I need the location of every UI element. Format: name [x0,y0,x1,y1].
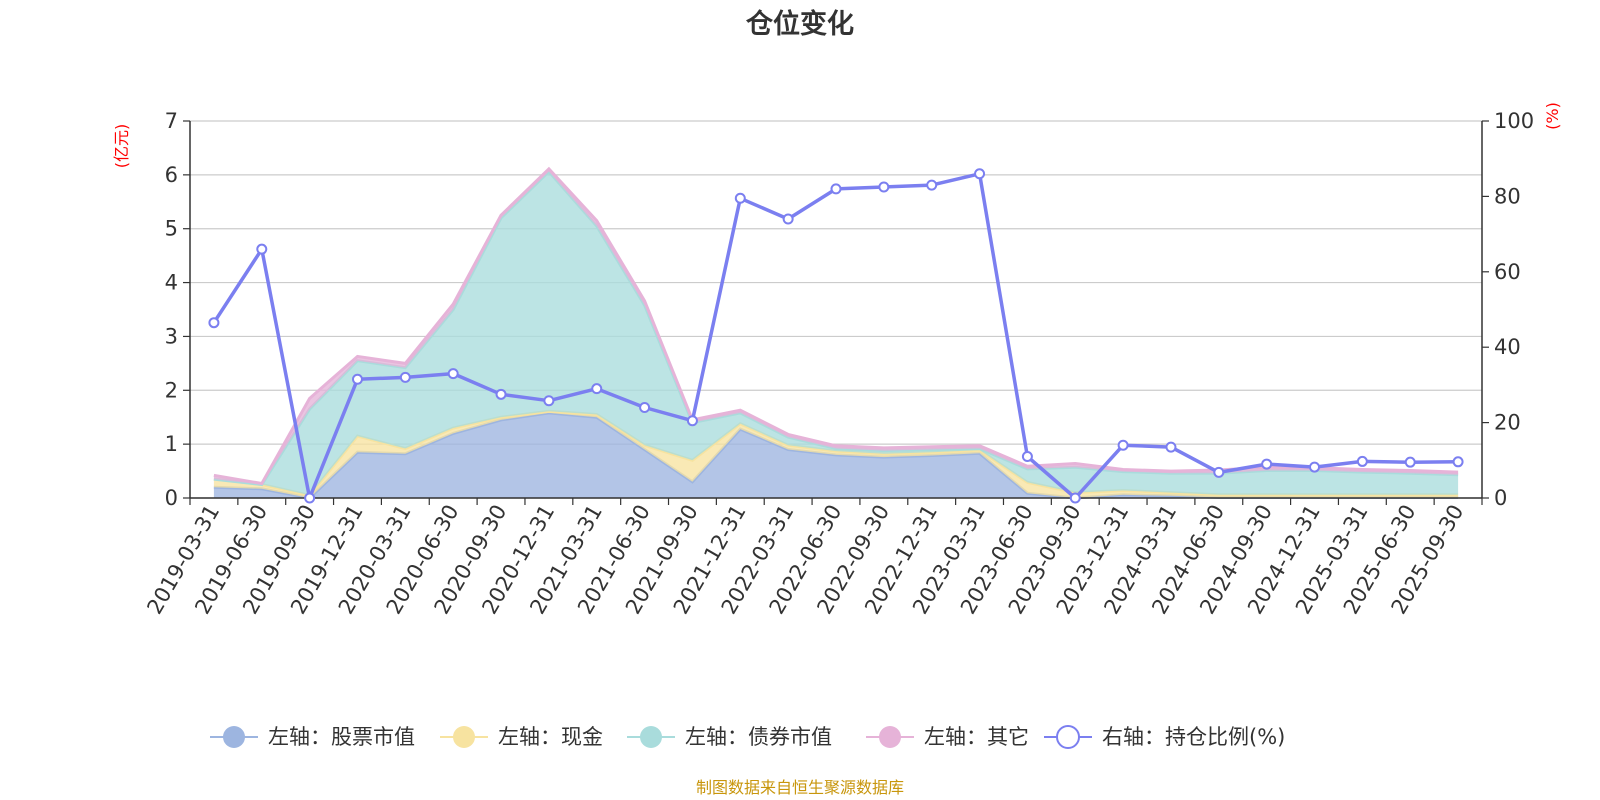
legend-label: 左轴：现金 [498,725,603,749]
ratio-point [1309,461,1321,473]
left-tick-label: 6 [165,163,178,187]
right-tick-label: 40 [1494,335,1521,359]
ratio-point [686,415,698,427]
ratio-point [591,383,603,395]
ratio-point [639,402,651,414]
left-tick-label: 0 [165,486,178,510]
ratio-point [782,213,794,225]
ratio-point [1165,441,1177,453]
left-tick-label: 4 [165,271,178,295]
ratio-point [304,492,316,504]
legend-swatch-dot [223,726,245,748]
ratio-point [878,181,890,193]
ratio-point [399,371,411,383]
ratio-point [1213,466,1225,478]
right-tick-label: 20 [1494,411,1521,435]
left-axis-unit: (亿元) [112,124,131,169]
ratio-point [256,243,268,255]
legend-label: 左轴：债券市值 [685,725,832,749]
right-tick-label: 100 [1494,109,1534,133]
ratio-point [351,373,363,385]
ratio-line [208,168,1464,504]
legend-item: 左轴：现金 [440,725,603,749]
legend-item: 左轴：股票市值 [210,725,415,749]
left-tick-label: 3 [165,324,178,348]
ratio-point [1452,456,1464,468]
ratio-point [1021,451,1033,463]
left-tick-label: 1 [165,432,178,456]
chart-title: 仓位变化 [745,8,854,40]
left-tick-label: 5 [165,217,178,241]
area-左轴：现金 [213,411,1459,498]
area-左轴：债券市值 [213,171,1459,496]
left-tick-label: 7 [165,109,178,133]
ratio-point [1261,458,1273,470]
right-tick-label: 0 [1494,486,1507,510]
ratio-point [926,179,938,191]
legend-label: 左轴：股票市值 [268,725,415,749]
left-tick-label: 2 [165,378,178,402]
stacked-areas [213,166,1459,500]
source-note: 制图数据来自恒生聚源数据库 [696,778,904,797]
legend-swatch-dot [879,726,901,748]
ratio-point [1404,456,1416,468]
right-tick-label: 80 [1494,184,1521,208]
legend-swatch-dot [1056,725,1080,749]
ratio-point [495,388,507,400]
legend-item: 左轴：其它 [866,725,1029,749]
ratio-point [543,395,555,407]
ratio-point [830,183,842,195]
right-tick-label: 60 [1494,260,1521,284]
ratio-point [1117,439,1129,451]
ratio-point [208,317,220,329]
legend-item: 右轴：持仓比例(%) [1044,725,1285,749]
legend-swatch-dot [640,726,662,748]
legend-label: 左轴：其它 [924,725,1029,749]
ratio-point [974,168,986,180]
ratio-point [1069,492,1081,504]
ratio-point [1356,455,1368,467]
legend: 左轴：股票市值 左轴：现金 左轴：债券市值 左轴：其它 右轴：持仓比例(%) [210,725,1285,749]
legend-label: 右轴：持仓比例(%) [1102,725,1285,749]
right-axis-unit: (%) [1543,102,1562,130]
legend-swatch-dot [453,726,475,748]
ratio-point [734,192,746,204]
legend-item: 左轴：债券市值 [627,725,832,749]
ratio-point [447,368,459,380]
